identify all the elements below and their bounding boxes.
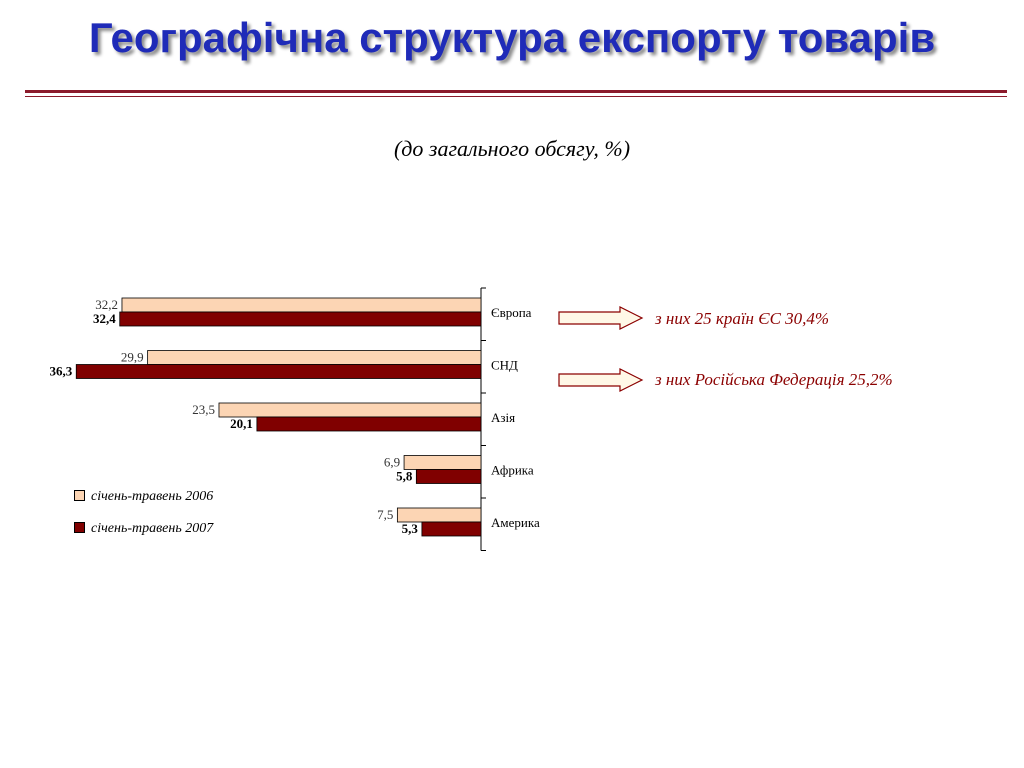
legend-swatch-2007 bbox=[74, 522, 85, 533]
data-label: 5,8 bbox=[396, 469, 413, 484]
data-label: 7,5 bbox=[377, 507, 393, 522]
category-label: Азія bbox=[491, 410, 515, 425]
title-rule-thick bbox=[25, 90, 1007, 93]
annotation-russia: з них Російська Федерація 25,2% bbox=[655, 370, 893, 389]
bar bbox=[121, 297, 482, 313]
arrow-icon bbox=[558, 306, 644, 330]
bar bbox=[218, 402, 482, 418]
category-label: СНД bbox=[491, 358, 518, 373]
bar bbox=[256, 416, 482, 432]
data-label: 20,1 bbox=[230, 416, 253, 431]
legend-item-2007: січень-травень 2007 bbox=[74, 521, 213, 537]
bar bbox=[415, 469, 482, 484]
data-label: 6,9 bbox=[384, 455, 400, 470]
data-label: 32,2 bbox=[95, 297, 118, 312]
category-label: Європа bbox=[491, 305, 532, 320]
legend-item-2006: січень-травень 2006 bbox=[74, 489, 213, 505]
category-label: Америка bbox=[491, 515, 540, 530]
bar bbox=[421, 521, 482, 537]
data-label: 32,4 bbox=[93, 311, 116, 326]
slide-subtitle: (до загального обсягу, %) bbox=[393, 136, 631, 161]
arrow-icon bbox=[558, 368, 644, 392]
arrows-layer bbox=[558, 306, 644, 392]
annotation-eu: з них 25 країн ЄС 30,4% bbox=[655, 309, 830, 328]
bar bbox=[119, 311, 482, 327]
legend-swatch-2006 bbox=[74, 490, 85, 501]
data-label: 5,3 bbox=[402, 521, 419, 536]
bar bbox=[75, 364, 482, 379]
bar bbox=[147, 350, 482, 365]
legend-label-2007: січень-травень 2007 bbox=[91, 521, 214, 536]
bar bbox=[403, 455, 482, 470]
data-label: 36,3 bbox=[50, 364, 73, 379]
slide-title: Географічна структура експорту товарів bbox=[88, 14, 936, 61]
bar bbox=[396, 507, 482, 523]
data-label: 29,9 bbox=[121, 350, 144, 365]
data-label: 23,5 bbox=[192, 402, 215, 417]
category-label: Африка bbox=[491, 463, 534, 478]
title-rule-thin bbox=[25, 96, 1007, 97]
legend-label-2006: січень-травень 2006 bbox=[91, 489, 214, 504]
